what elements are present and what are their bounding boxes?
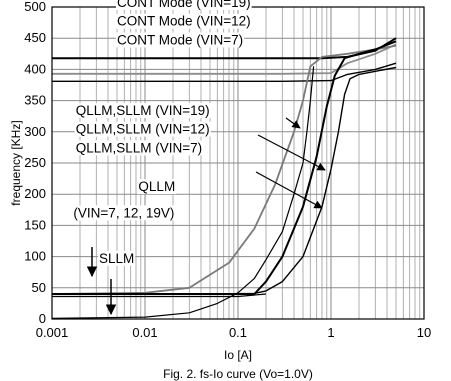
- arrow-vin12: [257, 134, 326, 171]
- series-line-qllm-sllm-vin-19: [51, 44, 397, 295]
- y-tick-label: 150: [24, 217, 46, 232]
- y-tick-label: 0: [39, 311, 46, 326]
- annotation-bg: [74, 102, 211, 118]
- annotations: CONT Mode (VIN=19) CONT Mode (VIN=12) CONT…: [72, 0, 252, 266]
- x-tick-label: 1: [327, 325, 334, 340]
- annotation-bg: [97, 250, 136, 266]
- series-line-sllm: [52, 293, 267, 298]
- y-tick-label: 400: [24, 61, 46, 76]
- series-line-qllm-vin-7-12-19v: [51, 66, 315, 319]
- x-tick-label: 0.1: [229, 325, 247, 340]
- annotation-label: QLLM,SLLM (VIN=19): [76, 103, 210, 118]
- tick-labels: 0 50 100 150 200 250 300 350 400 450 500 0.001 0.01 0…: [24, 0, 431, 340]
- figure-caption: Fig. 2. fs-Io curve (Vo=1.0V): [163, 367, 313, 381]
- y-tick-label: 300: [24, 124, 46, 139]
- annotation-label: QLLM,SLLM (VIN=12): [76, 122, 210, 137]
- x-tick-label: 0.001: [36, 325, 69, 340]
- y-tick-label: 100: [24, 249, 46, 264]
- series-line-qllm-sllm-vin-7: [52, 66, 397, 295]
- annotation-label: SLLM: [99, 251, 134, 266]
- y-tick-label: 450: [24, 30, 46, 45]
- y-tick-label: 500: [24, 0, 46, 14]
- annotation-bg: [74, 140, 204, 156]
- grid-lines: [51, 6, 424, 320]
- y-tick-label: 350: [24, 93, 46, 108]
- annotation-label: (VIN=7, 12, 19V): [73, 205, 174, 220]
- annotation-bg: [72, 205, 176, 221]
- annotation-label: QLLM: [138, 179, 175, 194]
- annotation-bg: [116, 32, 245, 48]
- annotation-label: CONT Mode (VIN=12): [117, 14, 251, 29]
- arrow-vin7: [255, 171, 323, 209]
- annotation-label: QLLM,SLLM (VIN=7): [76, 140, 202, 155]
- annotation-bg: [74, 121, 211, 137]
- y-tick-label: 50: [32, 280, 46, 295]
- x-tick-label: 0.01: [132, 325, 157, 340]
- x-tick-label: 10: [417, 325, 431, 340]
- x-axis-label: Io [A]: [224, 348, 252, 362]
- annotation-arrows: [86, 117, 326, 316]
- annotation-bg: [116, 13, 252, 29]
- annotation-label: CONT Mode (VIN=7): [117, 32, 243, 47]
- series-lines: [51, 37, 397, 319]
- y-tick-label: 200: [24, 186, 46, 201]
- y-axis-label: frequency [KHz]: [9, 120, 23, 205]
- series-line-cont-mode-vin-7: [52, 62, 397, 82]
- y-tick-label: 250: [24, 155, 46, 170]
- annotation-bg: [137, 179, 177, 195]
- annotation-bg: [116, 0, 252, 10]
- annotation-label: CONT Mode (VIN=19): [117, 0, 251, 10]
- arrow-vin19: [285, 117, 301, 129]
